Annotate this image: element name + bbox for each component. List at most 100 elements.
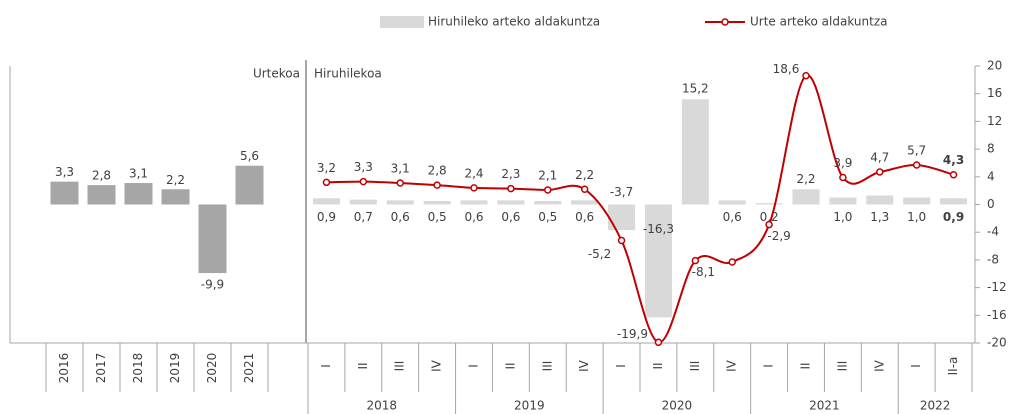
bar <box>681 99 709 205</box>
data-label: 3,1 <box>391 162 410 176</box>
data-label: 0,5 <box>428 210 447 224</box>
bar <box>571 200 599 205</box>
data-label: 1,0 <box>907 210 926 224</box>
bar <box>386 200 414 205</box>
data-label: -8,1 <box>692 265 715 279</box>
x-tick-label: I <box>319 364 333 368</box>
x-tick-label: II <box>356 362 370 369</box>
line-marker <box>802 71 810 80</box>
data-label: 0,6 <box>464 210 483 224</box>
data-label: 3,3 <box>55 165 74 179</box>
line-marker <box>359 177 368 186</box>
legend-label: Urte arteko aldakuntza <box>750 15 887 29</box>
x-tick-label: IV <box>577 359 591 372</box>
line-marker <box>654 338 663 347</box>
bar <box>534 201 562 205</box>
line-marker <box>691 256 700 265</box>
line-marker <box>580 185 589 194</box>
line-marker <box>322 178 331 187</box>
x-tick-label: II-a <box>946 357 960 376</box>
data-label: 0,2 <box>760 210 779 224</box>
y-tick-label: 8 <box>987 142 995 156</box>
bar <box>124 183 153 205</box>
x-tick-label: III <box>835 361 849 372</box>
data-label: 4,7 <box>870 150 889 164</box>
group-label: 2021 <box>809 399 840 413</box>
bar <box>755 203 783 205</box>
x-tick-label: III <box>540 361 554 372</box>
y-tick-label: -4 <box>987 225 999 239</box>
line-marker <box>839 173 847 182</box>
data-label: 3,1 <box>129 167 148 181</box>
x-tick-label: I <box>467 364 481 368</box>
bar <box>50 181 79 205</box>
data-label: 0,6 <box>391 210 410 224</box>
line <box>326 74 954 344</box>
panel-title: Urtekoa <box>253 67 300 81</box>
bar <box>718 200 746 205</box>
data-label: 0,5 <box>538 210 557 224</box>
line-marker <box>728 258 736 266</box>
x-tick-label: 2021 <box>242 353 256 384</box>
data-label: 18,6 <box>773 62 800 76</box>
bar <box>161 189 190 205</box>
y-tick-label: -16 <box>987 308 1007 322</box>
x-tick-label: 2020 <box>205 353 219 384</box>
line-marker <box>470 184 478 192</box>
data-label: 0,9 <box>317 210 336 224</box>
data-label: 0,6 <box>501 210 520 224</box>
panel-title: Hiruhilekoa <box>314 67 382 81</box>
data-label: 2,4 <box>464 166 483 180</box>
x-tick-label: 2016 <box>57 353 71 384</box>
y-tick-label: 0 <box>987 197 995 211</box>
data-label: 0,6 <box>723 210 742 224</box>
data-label: 0,6 <box>575 210 594 224</box>
y-tick-label: -20 <box>987 336 1007 350</box>
bar <box>198 204 227 274</box>
y-tick-label: 4 <box>987 169 995 183</box>
bar <box>460 200 488 205</box>
data-label: 2,1 <box>538 168 557 182</box>
data-label: -2,9 <box>767 229 790 243</box>
bar <box>903 197 931 205</box>
line-marker <box>433 181 441 189</box>
x-tick-label: I <box>614 364 628 368</box>
data-label: 1,3 <box>870 210 889 224</box>
y-tick-label: -12 <box>987 280 1007 294</box>
y-tick-label: 12 <box>987 114 1002 128</box>
data-label: 0,7 <box>354 210 373 224</box>
bar <box>87 185 116 205</box>
data-label: 2,8 <box>92 169 111 183</box>
data-label: -16,3 <box>643 222 674 236</box>
x-tick-label: IV <box>872 359 886 372</box>
legend-label: Hiruhileko arteko aldakuntza <box>428 15 600 29</box>
y-tick-label: 20 <box>987 59 1002 73</box>
x-tick-label: II <box>799 362 813 369</box>
bar <box>312 198 340 205</box>
data-label: 3,9 <box>833 156 852 170</box>
x-tick-label: III <box>393 361 407 372</box>
data-label: 4,3 <box>943 153 964 167</box>
x-tick-label: 2018 <box>131 353 145 384</box>
data-label: 1,0 <box>833 210 852 224</box>
x-tick-label: IV <box>725 359 739 372</box>
data-label: 0,9 <box>943 210 964 224</box>
line-marker <box>876 168 884 176</box>
bar <box>829 197 857 205</box>
data-label: -19,9 <box>617 327 648 341</box>
data-label: 15,2 <box>682 82 709 96</box>
group-label: 2018 <box>367 399 398 413</box>
x-tick-label: III <box>688 361 702 372</box>
data-label: 2,2 <box>796 172 815 186</box>
x-tick-label: I <box>909 364 923 368</box>
x-tick-label: 2017 <box>94 353 108 384</box>
group-label: 2020 <box>662 399 693 413</box>
x-tick-label: 2019 <box>168 353 182 384</box>
data-label: 5,7 <box>907 144 926 158</box>
bar <box>423 201 451 205</box>
bar <box>866 195 894 205</box>
data-label: 5,6 <box>240 149 259 163</box>
line-marker <box>765 220 773 229</box>
data-label: 2,8 <box>428 164 447 178</box>
